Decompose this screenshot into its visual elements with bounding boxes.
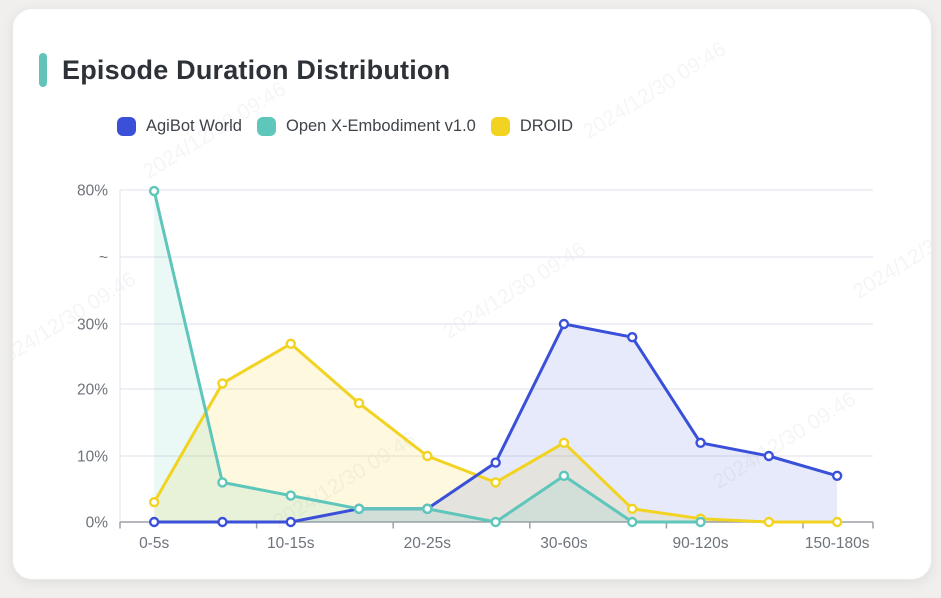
title-row: Episode Duration Distribution: [39, 53, 450, 87]
data-point-open-x-embodiment-v1-0: [558, 470, 570, 481]
data-point-open-x-embodiment-v1-0: [285, 490, 296, 501]
x-axis-tick-label: 90-120s: [673, 535, 729, 552]
data-point-agibot-world: [558, 318, 570, 330]
legend-label: DROID: [519, 117, 574, 135]
legend-item-open-x-embodiment[interactable]: Open X-Embodiment v1.0: [257, 117, 476, 136]
y-axis-tick-label: 30%: [77, 317, 108, 334]
y-axis-tick-label: 80%: [77, 183, 108, 200]
data-point-agibot-world: [285, 516, 296, 528]
data-point-droid: [217, 378, 228, 389]
data-point-open-x-embodiment-v1-0: [217, 477, 228, 488]
legend-item-agibot-world[interactable]: AgiBot World: [117, 117, 242, 136]
data-point-agibot-world: [148, 516, 160, 528]
series-area-open-x-embodiment-v1-0: [154, 191, 701, 522]
legend-swatch-droid: [490, 117, 510, 136]
y-axis-tick-label: ~: [99, 250, 108, 267]
data-point-droid: [490, 477, 501, 488]
legend-item-droid[interactable]: DROID: [490, 117, 574, 136]
x-axis-tick-label: 20-25s: [404, 535, 452, 552]
y-axis-tick-label: 20%: [77, 382, 108, 399]
data-point-open-x-embodiment-v1-0: [490, 516, 501, 528]
data-point-open-x-embodiment-v1-0: [695, 516, 706, 528]
x-axis-tick-label: 0-5s: [139, 535, 169, 552]
legend-swatch-open-x-embodiment: [257, 117, 276, 136]
data-point-open-x-embodiment-v1-0: [148, 185, 160, 197]
data-point-agibot-world: [217, 516, 228, 528]
data-point-agibot-world: [490, 457, 501, 468]
chart-title: Episode Duration Distribution: [62, 54, 451, 85]
data-point-droid: [422, 450, 433, 462]
data-point-droid: [627, 503, 638, 514]
data-point-open-x-embodiment-v1-0: [627, 516, 638, 528]
data-point-open-x-embodiment-v1-0: [353, 503, 365, 514]
y-axis-tick-label: 0%: [86, 515, 109, 532]
x-axis-tick-label: 150-180s: [805, 535, 870, 552]
line-chart: 0% 10% 20% 30% ~80% 0-5s 10-15s 20-25s 30-60s 90-…: [77, 183, 874, 552]
title-accent-bar: [39, 53, 47, 87]
series-area-agibot-world: [154, 324, 838, 522]
chart-card: 2024/12/30 09:46 2024/12/30 09:46 2024/1…: [12, 8, 932, 580]
legend-label: AgiBot World: [146, 117, 242, 135]
x-axis-tick-label: 10-15s: [267, 535, 315, 552]
data-point-agibot-world: [695, 437, 706, 448]
data-point-agibot-world: [627, 332, 638, 343]
data-point-droid: [558, 437, 570, 448]
data-point-droid: [353, 398, 365, 409]
legend-swatch-agibot-world: [117, 117, 136, 136]
y-axis-tick-label: 10%: [77, 449, 108, 466]
x-axis-tick-label: 30-60s: [540, 535, 588, 552]
data-point-droid: [148, 497, 160, 508]
legend-label: Open X-Embodiment v1.0: [286, 117, 476, 135]
data-point-agibot-world: [831, 470, 843, 481]
data-point-droid: [831, 516, 843, 528]
data-point-agibot-world: [763, 450, 775, 462]
legend: AgiBot World Open X-Embodiment v1.0 DROI…: [117, 117, 573, 136]
data-point-droid: [285, 338, 296, 349]
data-point-droid: [763, 516, 775, 528]
data-point-open-x-embodiment-v1-0: [422, 503, 433, 514]
series-area-droid: [154, 343, 838, 522]
